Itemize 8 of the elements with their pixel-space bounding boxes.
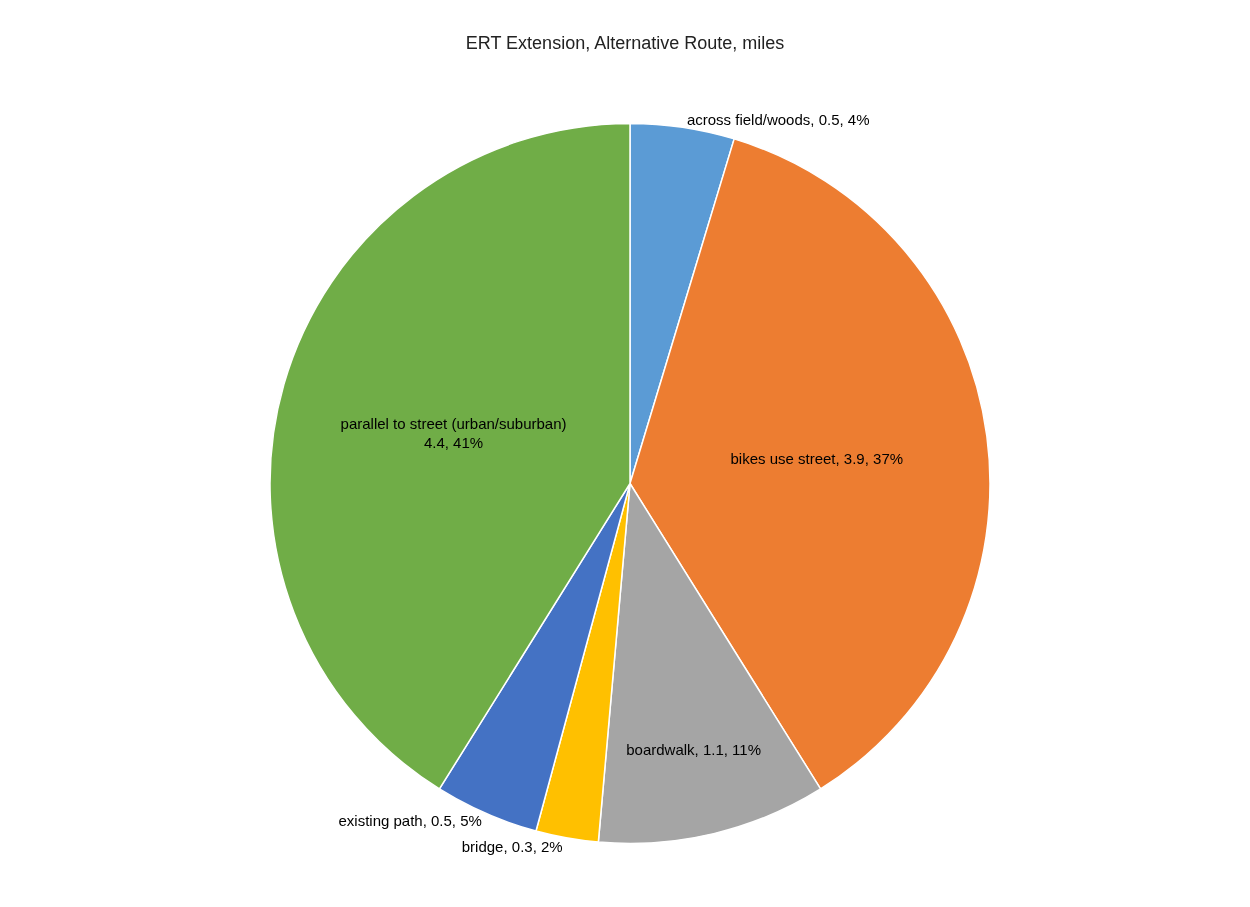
slice-label: bikes use street, 3.9, 37%: [730, 450, 904, 468]
data-label: 4.4, 41%: [423, 434, 484, 452]
slice-label: parallel to street (urban/suburban): [340, 414, 567, 432]
slice-label: across field/woods, 0.5, 4%: [686, 110, 870, 128]
slice-label: boardwalk, 1.1, 11%: [626, 740, 761, 758]
slice-label: bridge, 0.3, 2%: [461, 837, 563, 855]
slice-label: existing path, 0.5, 5%: [338, 812, 482, 830]
chart-title: ERT Extension, Alternative Route, miles: [465, 32, 785, 53]
